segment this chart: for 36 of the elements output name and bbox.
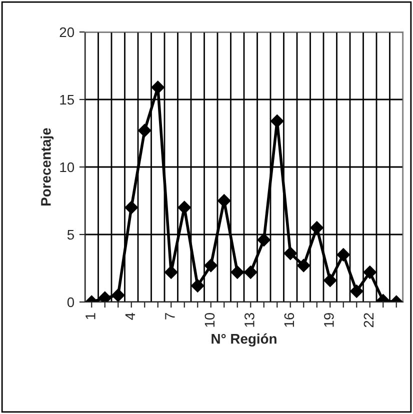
point xyxy=(350,284,364,298)
point xyxy=(284,246,297,260)
point xyxy=(178,200,191,214)
y-tick-label: 20 xyxy=(60,27,74,38)
point xyxy=(230,266,244,279)
point xyxy=(112,288,125,302)
point xyxy=(218,194,231,208)
point xyxy=(204,258,218,272)
y-axis-title: Porecentaje xyxy=(40,128,54,206)
x-tick-label: 16 xyxy=(284,313,294,327)
point xyxy=(244,266,258,279)
x-tick-label: 4 xyxy=(125,312,135,320)
y-tick-label: 5 xyxy=(67,230,74,240)
point xyxy=(191,279,204,292)
point xyxy=(257,233,270,246)
x-axis-title: N° Región xyxy=(212,333,276,347)
point xyxy=(124,200,138,214)
point xyxy=(98,291,112,302)
point xyxy=(164,266,178,279)
x-tick-label: 13 xyxy=(244,313,254,327)
x-tick-label: 22 xyxy=(364,313,374,328)
y-tick-label: 15 xyxy=(60,94,74,105)
point xyxy=(138,124,152,138)
point xyxy=(270,114,284,128)
x-tick-label: 1 xyxy=(86,313,96,320)
x-tick-label: 7 xyxy=(165,313,175,320)
point xyxy=(310,221,324,234)
point xyxy=(363,266,376,279)
y-tick-label: 10 xyxy=(60,162,74,172)
point xyxy=(324,274,337,287)
y-tick-label: 0 xyxy=(67,297,74,308)
point xyxy=(297,258,310,272)
point xyxy=(336,248,350,262)
x-tick-label: 10 xyxy=(204,312,215,327)
x-tick-label: 19 xyxy=(324,313,334,327)
point xyxy=(151,80,164,94)
